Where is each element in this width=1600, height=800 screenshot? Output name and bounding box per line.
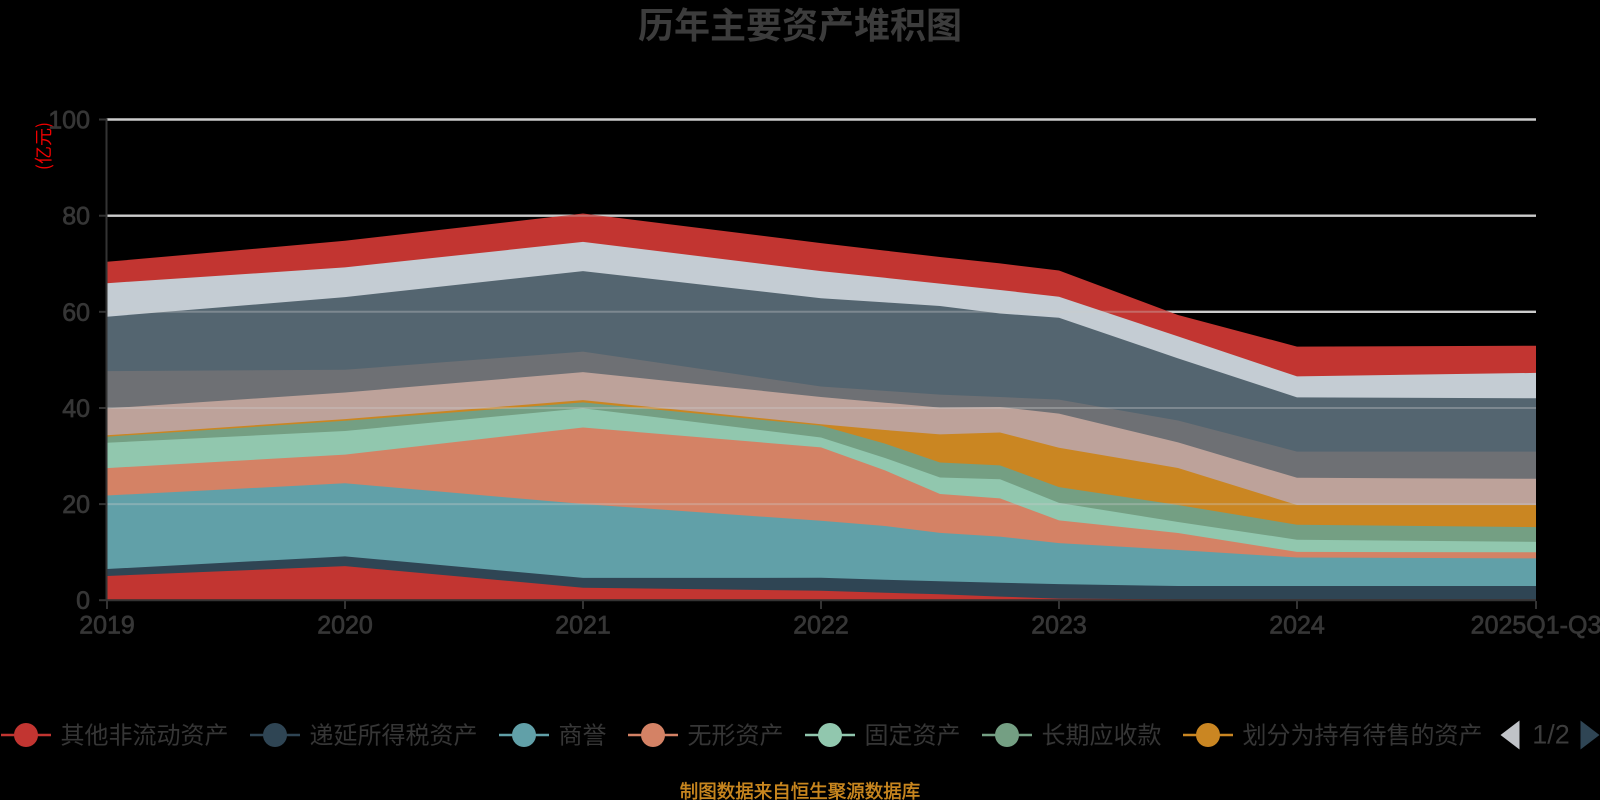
svg-text:0: 0 bbox=[76, 587, 90, 615]
svg-text:长期应收款: 长期应收款 bbox=[1042, 716, 1162, 751]
svg-text:100: 100 bbox=[48, 107, 90, 135]
svg-text:商誉: 商誉 bbox=[559, 716, 607, 751]
svg-text:其他非流动资产: 其他非流动资产 bbox=[61, 716, 229, 751]
svg-text:80: 80 bbox=[62, 203, 90, 231]
svg-text:(亿元): (亿元) bbox=[30, 122, 56, 170]
svg-text:制图数据来自恒生聚源数据库: 制图数据来自恒生聚源数据库 bbox=[680, 778, 921, 800]
svg-text:20: 20 bbox=[62, 491, 90, 519]
svg-text:2023: 2023 bbox=[1031, 612, 1087, 640]
svg-text:2022: 2022 bbox=[793, 612, 849, 640]
svg-text:60: 60 bbox=[62, 299, 90, 327]
svg-text:2021: 2021 bbox=[555, 612, 611, 640]
svg-text:递延所得税资产: 递延所得税资产 bbox=[310, 716, 478, 751]
svg-text:划分为持有待售的资产: 划分为持有待售的资产 bbox=[1243, 716, 1483, 751]
svg-text:2019: 2019 bbox=[79, 612, 135, 640]
svg-text:2024: 2024 bbox=[1269, 612, 1325, 640]
svg-text:2020: 2020 bbox=[317, 612, 373, 640]
svg-text:固定资产: 固定资产 bbox=[865, 716, 961, 751]
svg-text:历年主要资产堆积图: 历年主要资产堆积图 bbox=[638, 0, 962, 49]
svg-text:无形资产: 无形资产 bbox=[688, 716, 784, 751]
svg-text:2025Q1-Q3: 2025Q1-Q3 bbox=[1471, 612, 1600, 640]
svg-text:1/2: 1/2 bbox=[1532, 720, 1570, 750]
svg-text:40: 40 bbox=[62, 395, 90, 423]
